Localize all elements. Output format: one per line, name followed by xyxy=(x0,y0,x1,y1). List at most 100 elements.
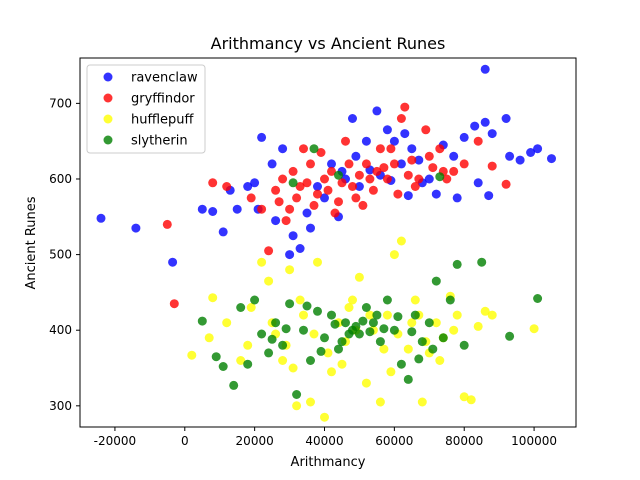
point-ravenclaw-33 xyxy=(487,129,497,139)
point-ravenclaw-25 xyxy=(407,144,417,154)
point-ravenclaw-54 xyxy=(306,223,315,233)
point-ravenclaw-40 xyxy=(327,159,336,169)
point-slytherin-42 xyxy=(435,172,445,182)
point-hufflepuff-13 xyxy=(306,397,315,407)
point-hufflepuff-40 xyxy=(529,324,539,334)
point-hufflepuff-54 xyxy=(449,325,459,335)
point-hufflepuff-45 xyxy=(323,348,333,358)
point-ravenclaw-36 xyxy=(515,155,525,165)
point-slytherin-19 xyxy=(341,318,350,328)
point-gryffindor-2 xyxy=(208,178,218,188)
point-ravenclaw-53 xyxy=(288,231,298,241)
point-hufflepuff-48 xyxy=(365,310,375,320)
point-slytherin-17 xyxy=(327,310,336,320)
legend-marker-hufflepuff xyxy=(103,114,113,124)
point-gryffindor-31 xyxy=(435,144,445,154)
point-slytherin-2 xyxy=(218,362,228,371)
point-gryffindor-14 xyxy=(320,174,329,184)
point-slytherin-31 xyxy=(424,318,434,328)
point-ravenclaw-50 xyxy=(484,191,494,201)
point-ravenclaw-31 xyxy=(470,121,480,131)
point-gryffindor-8 xyxy=(278,174,288,184)
chart-title: Arithmancy vs Ancient Runes xyxy=(211,34,446,53)
point-slytherin-14 xyxy=(306,356,315,365)
point-ravenclaw-32 xyxy=(480,117,490,127)
point-slytherin-22 xyxy=(361,303,371,312)
point-gryffindor-40 xyxy=(309,200,319,210)
x-tick-label: -20000 xyxy=(94,434,137,448)
x-tick-label: 40000 xyxy=(305,434,343,448)
point-slytherin-5 xyxy=(243,359,253,369)
point-ravenclaw-16 xyxy=(302,208,312,218)
point-hufflepuff-12 xyxy=(299,310,308,320)
point-ravenclaw-48 xyxy=(452,193,462,203)
point-hufflepuff-26 xyxy=(396,236,406,246)
point-gryffindor-48 xyxy=(424,151,434,161)
point-slytherin-56 xyxy=(302,301,312,311)
point-gryffindor-20 xyxy=(361,159,371,169)
point-ravenclaw-11 xyxy=(257,132,267,142)
point-ravenclaw-41 xyxy=(313,182,322,191)
point-ravenclaw-47 xyxy=(431,189,441,199)
point-hufflepuff-23 xyxy=(375,397,385,407)
legend-label-ravenclaw: ravenclaw xyxy=(131,71,198,86)
point-ravenclaw-59 xyxy=(403,191,413,201)
point-slytherin-48 xyxy=(337,337,347,347)
point-slytherin-57 xyxy=(281,324,291,334)
plot-frame xyxy=(79,57,577,428)
point-slytherin-40 xyxy=(309,144,319,154)
point-hufflepuff-9 xyxy=(278,356,288,365)
point-ravenclaw-19 xyxy=(348,114,357,123)
point-gryffindor-34 xyxy=(459,159,469,169)
point-gryffindor-17 xyxy=(341,136,350,146)
point-slytherin-44 xyxy=(344,329,354,339)
point-gryffindor-4 xyxy=(246,193,256,203)
point-ravenclaw-1 xyxy=(131,223,141,233)
point-ravenclaw-22 xyxy=(382,125,392,135)
point-hufflepuff-28 xyxy=(410,295,420,305)
point-hufflepuff-36 xyxy=(466,395,476,405)
point-slytherin-12 xyxy=(292,390,302,399)
point-ravenclaw-37 xyxy=(526,148,536,157)
point-hufflepuff-29 xyxy=(417,397,427,407)
point-ravenclaw-21 xyxy=(372,106,382,116)
point-slytherin-45 xyxy=(351,321,361,331)
axes-layer: -20000 0 20000 40000 60000 80000 100000 300 400 5… xyxy=(49,57,577,448)
point-slytherin-25 xyxy=(382,295,392,305)
point-hufflepuff-31 xyxy=(431,318,441,328)
point-slytherin-33 xyxy=(438,333,448,343)
x-tick-label: 20000 xyxy=(236,434,274,448)
point-gryffindor-7 xyxy=(271,185,281,195)
point-ravenclaw-15 xyxy=(295,244,305,253)
point-gryffindor-13 xyxy=(313,189,322,199)
point-hufflepuff-4 xyxy=(236,356,246,365)
point-ravenclaw-2 xyxy=(168,257,178,267)
point-slytherin-35 xyxy=(452,259,462,269)
point-gryffindor-35 xyxy=(473,136,483,146)
point-hufflepuff-20 xyxy=(354,272,364,282)
legend-label-hufflepuff: hufflepuff xyxy=(131,113,195,128)
point-gryffindor-41 xyxy=(323,185,333,195)
point-slytherin-59 xyxy=(428,344,438,354)
point-slytherin-11 xyxy=(285,299,295,309)
legend-marker-slytherin xyxy=(103,135,113,145)
point-gryffindor-19 xyxy=(354,170,364,180)
point-slytherin-51 xyxy=(330,319,340,329)
point-gryffindor-26 xyxy=(400,102,410,112)
point-gryffindor-3 xyxy=(222,182,232,191)
point-hufflepuff-58 xyxy=(386,367,396,377)
point-ravenclaw-56 xyxy=(351,151,361,161)
point-hufflepuff-39 xyxy=(487,310,497,320)
point-hufflepuff-7 xyxy=(264,276,274,286)
point-gryffindor-57 xyxy=(372,166,382,176)
point-hufflepuff-5 xyxy=(246,303,256,312)
point-gryffindor-32 xyxy=(442,174,452,184)
point-slytherin-36 xyxy=(459,340,469,350)
point-hufflepuff-21 xyxy=(361,378,371,388)
point-gryffindor-24 xyxy=(389,159,399,169)
point-hufflepuff-16 xyxy=(327,367,336,377)
point-gryffindor-45 xyxy=(379,163,389,173)
point-slytherin-27 xyxy=(396,359,406,369)
point-hufflepuff-57 xyxy=(344,303,354,312)
